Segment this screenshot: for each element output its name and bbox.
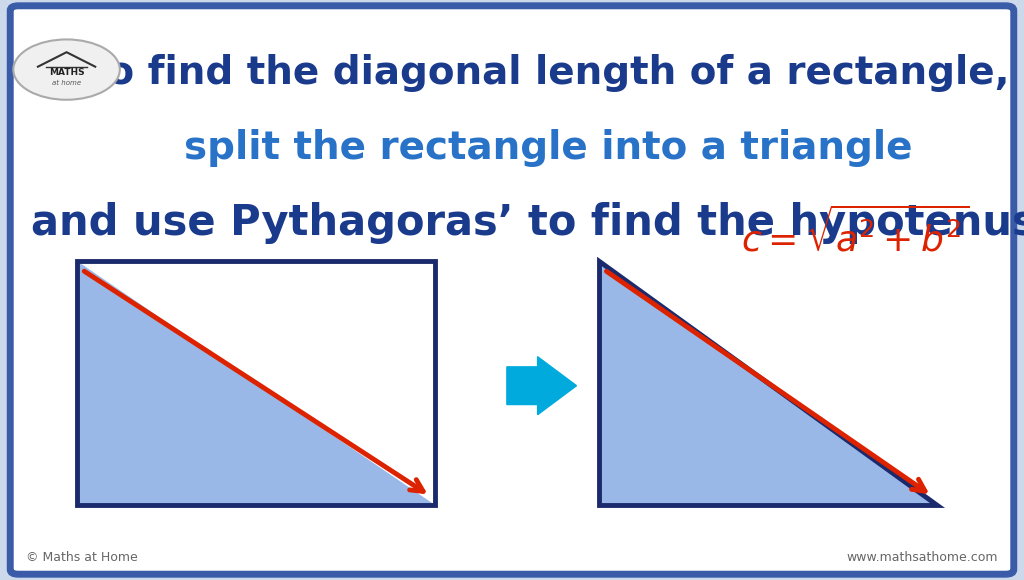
Polygon shape (599, 261, 937, 505)
FancyArrow shape (507, 357, 577, 415)
Bar (77, 261, 435, 505)
FancyBboxPatch shape (10, 6, 1014, 574)
Text: © Maths at Home: © Maths at Home (26, 552, 137, 564)
Text: www.mathsathome.com: www.mathsathome.com (847, 552, 998, 564)
Text: $c = \sqrt{a^2 + b^2}$: $c = \sqrt{a^2 + b^2}$ (740, 206, 970, 258)
Circle shape (13, 39, 120, 100)
Text: at home: at home (52, 80, 81, 86)
Text: split the rectangle into a triangle: split the rectangle into a triangle (183, 129, 912, 167)
Bar (77, 261, 435, 505)
Text: MATHS: MATHS (49, 68, 84, 77)
Polygon shape (77, 261, 435, 505)
Text: To find the diagonal length of a rectangle,: To find the diagonal length of a rectang… (86, 53, 1010, 92)
Text: and use Pythagoras’ to find the hypotenuse: and use Pythagoras’ to find the hypotenu… (31, 202, 1024, 244)
